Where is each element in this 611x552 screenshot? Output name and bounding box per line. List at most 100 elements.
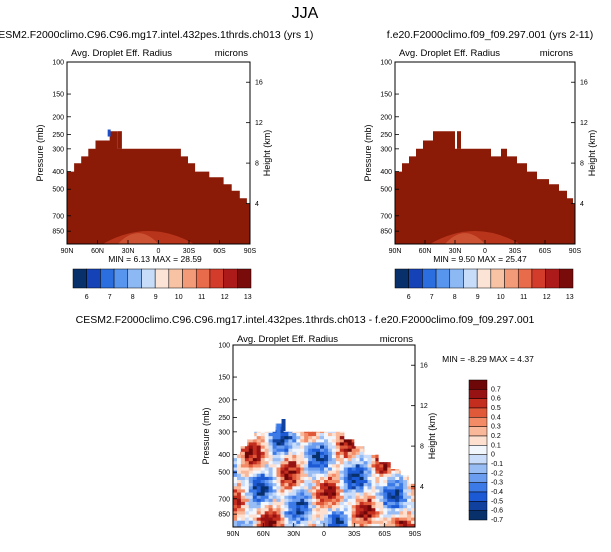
diff-cell bbox=[276, 498, 282, 503]
diff-cell bbox=[332, 417, 337, 421]
diff-cell bbox=[355, 501, 361, 506]
diff-cell bbox=[288, 467, 293, 472]
diff-cell bbox=[300, 442, 305, 447]
diff-cell bbox=[320, 470, 325, 475]
diff-cell bbox=[320, 508, 325, 512]
diff-cell bbox=[403, 492, 408, 497]
diff-cell bbox=[268, 480, 274, 484]
diff-cell bbox=[411, 498, 415, 503]
diff-cell bbox=[280, 467, 286, 472]
diff-cell bbox=[240, 426, 246, 431]
diff-cell bbox=[272, 467, 278, 472]
diff-cell bbox=[304, 445, 309, 450]
diff-cell bbox=[331, 483, 337, 487]
colorbar-label: -0.5 bbox=[491, 498, 503, 505]
diff-cell bbox=[292, 501, 297, 506]
diff-cell bbox=[328, 495, 333, 500]
diff-cell bbox=[379, 470, 384, 475]
diff-cell bbox=[387, 448, 392, 453]
diff-cell bbox=[351, 498, 357, 503]
diff-cell bbox=[387, 414, 392, 418]
diff-cell bbox=[403, 489, 408, 494]
colorbar-swatch bbox=[394, 268, 409, 289]
diff-cell bbox=[411, 486, 415, 490]
diff-cell bbox=[391, 514, 396, 519]
diff-cell bbox=[244, 508, 250, 512]
diff-cell bbox=[284, 511, 289, 515]
diff-cell bbox=[367, 480, 373, 484]
diff-cell bbox=[379, 523, 384, 527]
diff-cell bbox=[264, 436, 270, 440]
diff-cell bbox=[391, 439, 396, 443]
variable-label: Avg. Droplet Eff. Radius bbox=[237, 334, 338, 345]
diff-cell bbox=[268, 473, 274, 478]
diff-cell bbox=[351, 495, 357, 500]
diff-cell bbox=[367, 523, 373, 527]
diff-cell bbox=[260, 464, 266, 468]
diff-cell bbox=[375, 520, 380, 525]
diff-cell bbox=[347, 439, 353, 443]
diff-cell bbox=[328, 433, 333, 437]
diff-cell bbox=[260, 483, 266, 487]
diff-cell bbox=[320, 511, 325, 515]
diff-cell bbox=[343, 520, 349, 525]
diff-cell bbox=[308, 520, 313, 525]
colorbar-label: -0.4 bbox=[491, 489, 503, 496]
diff-cell bbox=[351, 483, 357, 487]
diff-cell bbox=[244, 483, 250, 487]
diff-cell bbox=[351, 489, 357, 494]
diff-cell bbox=[383, 442, 388, 447]
diff-cell bbox=[367, 476, 373, 481]
diff-cell bbox=[248, 498, 254, 503]
diff-cell bbox=[375, 436, 380, 440]
diff-cell bbox=[331, 451, 337, 456]
diff-cell bbox=[403, 464, 408, 468]
colorbar-swatch bbox=[468, 407, 488, 418]
diff-cell bbox=[268, 426, 274, 431]
diff-cell bbox=[237, 511, 242, 515]
diff-cell bbox=[379, 429, 384, 434]
diff-cell bbox=[320, 458, 325, 462]
diff-cell bbox=[276, 445, 282, 450]
diff-cell bbox=[399, 517, 404, 522]
diff-cell bbox=[260, 508, 266, 512]
diff-cell bbox=[233, 445, 238, 450]
colorbar-swatch bbox=[113, 268, 129, 289]
diff-cell bbox=[233, 489, 238, 494]
colorbar-swatch bbox=[468, 445, 488, 455]
colorbar: 6 7 8 9 10 11 12 13 bbox=[72, 268, 252, 301]
diff-cell bbox=[335, 520, 341, 525]
diff-cell bbox=[383, 433, 388, 437]
diff-cell bbox=[383, 423, 388, 428]
diff-cell bbox=[308, 486, 313, 490]
diff-cell bbox=[316, 505, 321, 509]
diff-cell bbox=[324, 486, 329, 490]
diff-cell bbox=[407, 464, 412, 468]
diff-cell bbox=[407, 473, 412, 478]
diff-cell bbox=[367, 470, 373, 475]
diff-cell bbox=[379, 436, 384, 440]
diff-cell bbox=[331, 426, 337, 431]
diff-cell bbox=[260, 473, 266, 478]
diff-cell bbox=[363, 495, 369, 500]
diff-cell bbox=[339, 511, 345, 515]
diff-cell bbox=[276, 511, 282, 515]
diff-cell bbox=[395, 495, 400, 500]
diff-cell bbox=[391, 470, 396, 475]
diff-cell bbox=[296, 445, 301, 450]
diff-cell bbox=[268, 498, 274, 503]
diff-cell bbox=[383, 492, 388, 497]
diff-cell bbox=[260, 448, 266, 453]
diff-cell bbox=[383, 486, 388, 490]
diff-cell bbox=[237, 517, 242, 522]
diff-cell bbox=[260, 461, 266, 465]
diff-cell bbox=[268, 451, 274, 456]
diff-cell bbox=[237, 476, 242, 481]
diff-cell bbox=[367, 517, 373, 522]
diff-cell bbox=[399, 451, 404, 456]
diff-cell bbox=[331, 436, 337, 440]
diff-cell bbox=[391, 476, 396, 481]
diff-cell bbox=[264, 423, 270, 425]
diff-cell bbox=[363, 480, 369, 484]
diff-cell bbox=[312, 426, 317, 431]
